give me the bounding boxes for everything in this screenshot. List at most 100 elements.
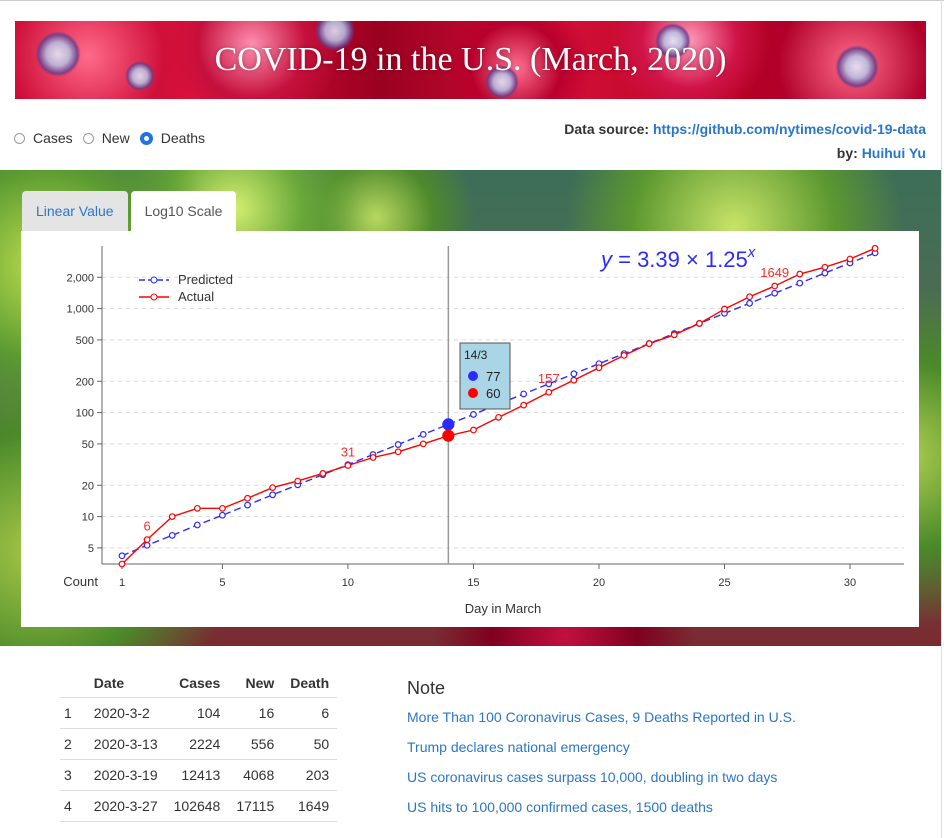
series-point-actual: [369, 454, 377, 461]
byline: by: Huihui Yu: [837, 145, 926, 161]
cell-death: 6: [282, 697, 338, 729]
cell-date: 2020-3-2: [85, 697, 166, 729]
formula-label: y = 3.39 × 1.25x: [599, 244, 756, 272]
cell-new: 556: [228, 728, 283, 760]
radio-circle[interactable]: [82, 132, 94, 144]
y-tick-label: 5: [88, 543, 94, 555]
data-label: 6: [143, 519, 150, 534]
y-tick-label: 100: [76, 408, 94, 420]
cell-cases: 12413: [165, 759, 229, 791]
cell-death: 1649: [282, 790, 338, 822]
note-link-1[interactable]: More Than 100 Coronavirus Cases, 9 Death…: [407, 709, 796, 725]
series-point-predicted: [168, 531, 176, 539]
series-point-actual: [143, 536, 151, 544]
series-point-actual: [570, 376, 578, 384]
cell-new: 17115: [228, 790, 283, 822]
radio-circle[interactable]: [14, 132, 25, 144]
radio-deaths[interactable]: Deaths: [139, 130, 206, 146]
page-title: COVID-19 in the U.S. (March, 2020): [214, 41, 727, 78]
x-tick-label: 10: [342, 577, 354, 589]
tooltip-title: 14/3: [464, 348, 488, 362]
cell-death: 50: [282, 728, 338, 760]
note-link-4[interactable]: US hits to 100,000 confirmed cases, 1500…: [407, 799, 713, 815]
series-point-actual: [645, 340, 653, 348]
cell-index: 1: [60, 697, 86, 729]
y-tick-label: 10: [82, 512, 94, 524]
metric-radio-group: Cases New Deaths: [14, 130, 215, 146]
cell-cases: 102648: [165, 790, 229, 822]
note-link-2[interactable]: Trump declares national emergency: [407, 739, 630, 755]
legend-label-predicted: Predicted: [178, 272, 233, 287]
series-point-actual: [193, 504, 201, 512]
x-tick-label: 20: [593, 577, 605, 589]
radio-cases[interactable]: Cases: [14, 130, 73, 146]
series-point-actual: [670, 331, 678, 339]
series-point-predicted: [796, 279, 804, 287]
table-row: 3 2020-3-19 12413 4068 203: [60, 759, 338, 791]
series-point-predicted: [442, 418, 455, 431]
cell-new: 4068: [228, 759, 283, 791]
series-point-actual: [118, 560, 126, 568]
series-point-actual: [520, 401, 528, 409]
cell-new: 16: [228, 697, 283, 729]
tooltip-marker-actual: [468, 388, 478, 398]
x-axis-label: Day in March: [465, 601, 542, 616]
series-point-predicted: [244, 501, 251, 509]
series-point-predicted: [143, 541, 151, 549]
cell-date: 2020-3-13: [85, 728, 166, 760]
author-link[interactable]: Huihui Yu: [861, 145, 926, 161]
radio-new[interactable]: New: [82, 130, 130, 146]
radio-label-cases: Cases: [33, 130, 73, 146]
radio-label-deaths: Deaths: [160, 130, 206, 146]
col-cases: Cases: [165, 669, 229, 698]
series-point-actual: [595, 364, 603, 372]
series-point-actual: [442, 429, 455, 442]
series-point-actual: [394, 448, 402, 456]
note-title: Note: [407, 678, 446, 698]
series-point-actual: [344, 462, 352, 469]
series-point-actual: [419, 440, 427, 448]
y-tick-label: 200: [76, 376, 94, 388]
y-tick-label: 1,000: [66, 304, 94, 316]
col-new: New: [228, 669, 283, 698]
note-link-3[interactable]: US coronavirus cases surpass 10,000, dou…: [407, 769, 778, 785]
table-row: 4 2020-3-27 102648 17115 1649: [60, 790, 338, 822]
tab-log10-scale[interactable]: Log10 Scale: [130, 191, 237, 231]
x-tick-label: 1: [119, 577, 125, 589]
x-tick-label: 25: [718, 577, 730, 589]
series-point-actual: [219, 504, 226, 512]
note-section: Note More Than 100 Coronavirus Cases, 9 …: [407, 678, 796, 829]
series-point-predicted: [193, 521, 201, 529]
legend-label-actual: Actual: [178, 289, 214, 304]
series-point-predicted: [470, 411, 477, 418]
series-point-predicted: [545, 380, 553, 388]
data-source: Data source: https://github.com/nytimes/…: [564, 121, 926, 137]
cell-cases: 104: [165, 697, 229, 729]
series-point-predicted: [771, 289, 779, 297]
series-point-actual: [871, 244, 879, 252]
series-point-actual: [294, 477, 302, 485]
legend-marker: [150, 276, 158, 284]
radio-label-new: New: [101, 130, 130, 146]
series-point-actual: [495, 413, 502, 421]
series-point-actual: [846, 255, 854, 263]
byline-label: by:: [836, 145, 858, 161]
series-point-predicted: [419, 431, 427, 438]
series-point-predicted: [746, 299, 753, 307]
radio-circle-selected[interactable]: [139, 131, 153, 145]
series-point-actual: [319, 470, 327, 477]
series-point-actual: [269, 484, 277, 492]
chart-container: 5 10 20 50 100 200 500 1,000 2,000 1 5 10 15 20 25 30 Co…: [21, 231, 919, 627]
data-label: 157: [538, 371, 560, 386]
col-date: Date: [85, 669, 166, 698]
series-point-predicted: [219, 511, 226, 519]
cell-cases: 2224: [165, 728, 229, 760]
table-header-row: Date Cases New Death: [60, 669, 338, 698]
tab-linear-value[interactable]: Linear Value: [22, 191, 128, 231]
series-point-actual: [796, 270, 804, 278]
data-source-link[interactable]: https://github.com/nytimes/covid-19-data: [652, 121, 926, 137]
col-death: Death: [282, 669, 338, 698]
series-point-actual: [746, 293, 753, 301]
x-tick-label: 30: [844, 577, 856, 589]
